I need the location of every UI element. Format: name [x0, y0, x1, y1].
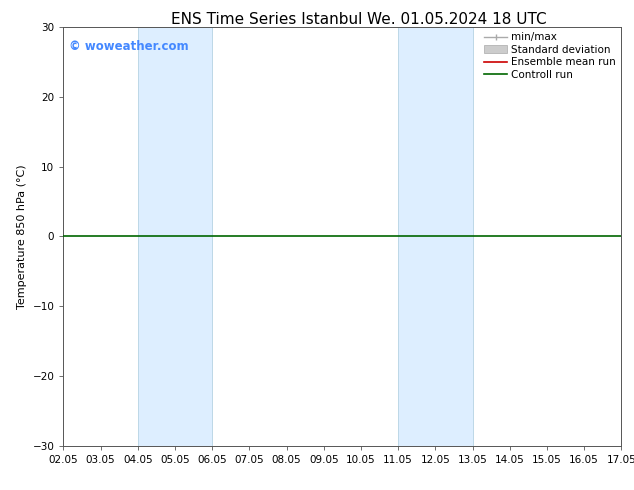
Text: ENS Time Series Istanbul: ENS Time Series Istanbul: [171, 12, 362, 27]
Text: We. 01.05.2024 18 UTC: We. 01.05.2024 18 UTC: [366, 12, 547, 27]
Legend: min/max, Standard deviation, Ensemble mean run, Controll run: min/max, Standard deviation, Ensemble me…: [482, 30, 618, 82]
Bar: [398, 27, 472, 446]
Bar: [138, 27, 212, 446]
Text: © woweather.com: © woweather.com: [69, 40, 188, 52]
Y-axis label: Temperature 850 hPa (°C): Temperature 850 hPa (°C): [17, 164, 27, 309]
